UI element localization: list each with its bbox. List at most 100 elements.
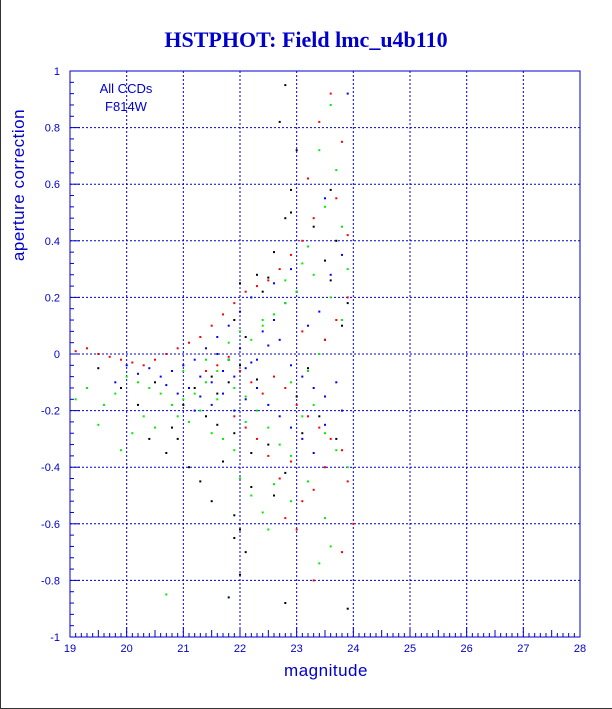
data-point xyxy=(290,268,292,271)
data-point xyxy=(312,452,315,454)
data-point xyxy=(346,607,349,610)
data-point xyxy=(193,358,196,361)
data-point xyxy=(267,528,270,531)
data-point xyxy=(324,205,326,208)
x-tick-label: 24 xyxy=(347,643,359,655)
data-point xyxy=(239,370,241,372)
data-point xyxy=(210,403,213,406)
data-point xyxy=(256,273,258,276)
x-tick-label: 19 xyxy=(64,643,76,655)
data-point xyxy=(284,387,287,389)
data-point xyxy=(301,437,304,440)
data-point xyxy=(318,415,321,418)
data-point xyxy=(273,483,275,486)
data-point xyxy=(97,367,100,370)
data-point xyxy=(278,477,281,480)
data-point xyxy=(301,239,304,242)
data-point xyxy=(131,432,134,435)
data-point xyxy=(301,500,304,503)
data-point xyxy=(120,358,122,361)
data-point xyxy=(137,372,139,375)
data-point xyxy=(261,392,264,395)
data-point xyxy=(261,511,264,514)
x-tick-label: 23 xyxy=(291,643,303,655)
data-point xyxy=(154,426,156,429)
data-point xyxy=(324,197,326,200)
data-point xyxy=(250,296,253,299)
data-point xyxy=(318,426,321,429)
data-point xyxy=(137,381,139,384)
data-point xyxy=(239,364,241,367)
data-point xyxy=(256,437,258,440)
data-point xyxy=(324,259,326,262)
data-point xyxy=(244,426,247,429)
data-point xyxy=(295,149,298,152)
data-point xyxy=(352,522,355,525)
x-tick-label: 22 xyxy=(234,643,246,655)
data-point xyxy=(307,324,309,327)
y-tick-label: -1 xyxy=(50,632,60,644)
data-point xyxy=(233,409,236,412)
data-point xyxy=(261,324,264,327)
data-point xyxy=(318,353,321,355)
data-point xyxy=(74,398,77,401)
data-point xyxy=(74,350,77,353)
data-point xyxy=(341,253,343,256)
data-point xyxy=(256,378,258,381)
data-point xyxy=(273,375,275,378)
x-tick-label: 20 xyxy=(121,643,133,655)
data-point xyxy=(284,602,287,604)
data-point xyxy=(120,449,122,452)
annotation-filter: F814W xyxy=(105,99,148,114)
y-tick-label: 1 xyxy=(54,66,60,78)
data-point xyxy=(295,395,298,398)
data-point xyxy=(267,344,270,347)
data-point xyxy=(261,319,264,321)
data-point xyxy=(199,336,202,338)
data-point xyxy=(267,403,270,406)
data-point xyxy=(205,370,207,372)
data-point xyxy=(278,443,281,446)
data-point xyxy=(341,409,343,412)
data-point xyxy=(318,120,321,123)
data-point xyxy=(216,423,219,426)
data-point xyxy=(250,452,253,454)
data-point xyxy=(159,375,162,378)
data-point xyxy=(182,364,185,367)
x-tick-label: 26 xyxy=(461,643,473,655)
data-point xyxy=(239,282,241,285)
data-point xyxy=(250,381,253,384)
data-point xyxy=(227,596,230,599)
data-point xyxy=(301,432,304,435)
data-point xyxy=(312,225,315,228)
data-point xyxy=(182,398,185,401)
data-point xyxy=(346,296,349,299)
data-point xyxy=(239,310,241,313)
data-point xyxy=(171,426,173,429)
data-point xyxy=(307,415,309,418)
data-point xyxy=(205,358,207,361)
data-point xyxy=(346,234,349,237)
data-point xyxy=(199,395,202,398)
data-point xyxy=(165,353,168,355)
data-point xyxy=(165,452,168,454)
data-point xyxy=(142,364,145,367)
data-point xyxy=(335,449,338,452)
data-point xyxy=(273,251,275,254)
data-point xyxy=(273,319,275,321)
y-tick-label: 0.2 xyxy=(45,292,60,304)
data-point xyxy=(290,460,292,463)
data-point xyxy=(239,528,241,531)
data-point xyxy=(205,381,207,384)
data-point xyxy=(335,437,338,440)
grid-lines xyxy=(70,71,580,637)
data-point xyxy=(244,290,247,293)
data-point xyxy=(233,415,236,418)
data-point xyxy=(239,347,241,350)
data-point xyxy=(216,398,219,401)
data-point xyxy=(329,545,332,548)
data-point xyxy=(335,319,338,321)
data-point xyxy=(188,420,190,423)
data-point xyxy=(290,426,292,429)
data-point xyxy=(103,403,105,406)
